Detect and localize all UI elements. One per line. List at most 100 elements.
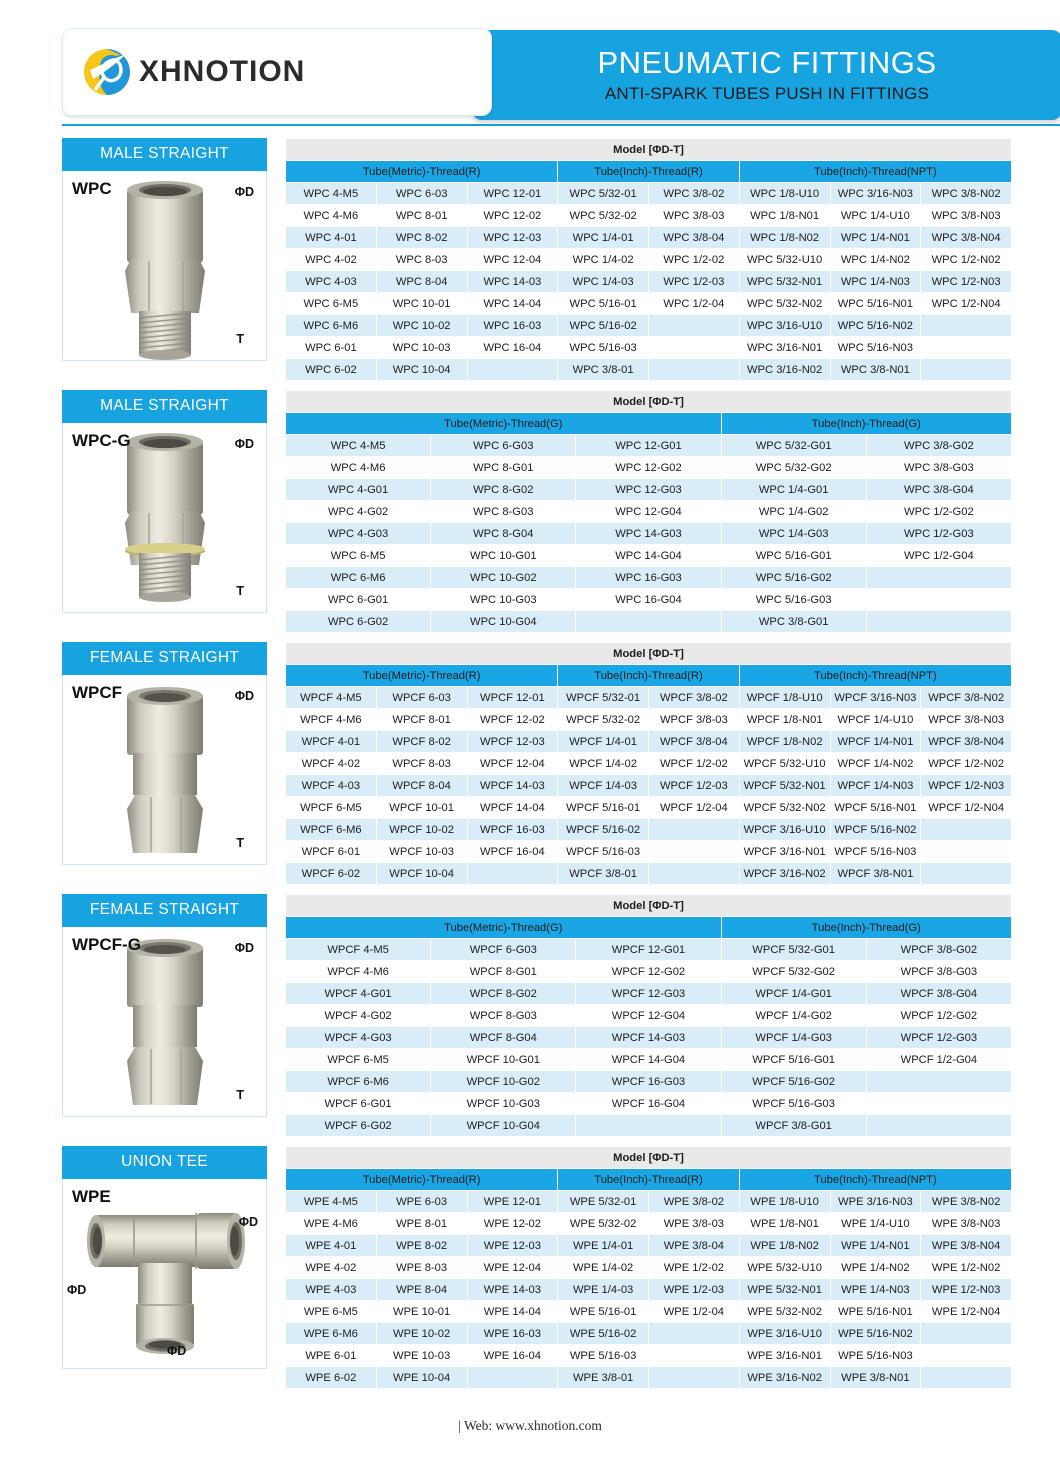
model-cell (865, 610, 1013, 633)
table-row: WPCF 4-G03 WPCF 8-G04 WPCF 14-G03 WPCF 1/4-… (284, 1026, 1013, 1049)
model-cell: WPCF 1/4-N01 (829, 730, 922, 753)
model-cell: WPE 3/8-N02 (920, 1190, 1012, 1213)
model-cell: WPCF 3/8-01 (557, 862, 649, 885)
model-cell: WPCF 1/4-G01 (720, 982, 867, 1005)
table-row: WPE 4-M6 WPE 8-01 WPE 12-02 WPE 5/32-02 WPE … (285, 1212, 1012, 1235)
column-group-header: Tube(Inch)-Thread(R) (557, 1168, 740, 1191)
model-cell: WPCF 3/8-02 (648, 686, 740, 709)
model-cell: WPE 5/16-N02 (829, 1322, 922, 1345)
model-cell: WPCF 1/4-01 (557, 730, 649, 753)
model-cell: WPC 5/16-G03 (720, 588, 867, 611)
model-cell: WPCF 1/4-G03 (720, 1026, 867, 1049)
table-row: WPCF 4-G01 WPCF 8-G02 WPCF 12-G03 WPCF 1/4-… (284, 982, 1013, 1005)
product-card-body: WPE ΦD ΦD ΦD (62, 1179, 267, 1369)
product-card-body: WPC-G ΦD T (62, 423, 267, 613)
table-header-row: Model [ΦD-T] (285, 642, 1012, 665)
model-cell: WPCF 3/8-G01 (720, 1114, 867, 1137)
model-cell: WPE 16-03 (466, 1322, 559, 1345)
model-cell: WPC 10-G02 (430, 566, 577, 589)
model-cell (648, 1344, 740, 1367)
model-cell: WPC 1/4-02 (557, 248, 649, 271)
table-row: WPCF 4-G02 WPCF 8-G03 WPCF 12-G04 WPCF 1/4-… (284, 1004, 1013, 1027)
model-cell: WPC 12-04 (466, 248, 559, 271)
model-cell (575, 610, 722, 633)
model-cell: WPC 5/32-01 (557, 182, 649, 205)
model-cell: WPE 5/16-01 (557, 1300, 649, 1323)
model-cell: WPCF 8-02 (375, 730, 468, 753)
model-cell: WPC 3/16-N01 (738, 336, 831, 359)
model-cell: WPE 3/8-02 (648, 1190, 740, 1213)
model-cell: WPC 1/4-G02 (720, 500, 867, 523)
brand-logo: XHNOTION (62, 28, 492, 116)
table-row: WPC 4-01 WPC 8-02 WPC 12-03 WPC 1/4-01 WPC 3… (285, 226, 1012, 249)
model-cell: WPC 10-G03 (430, 588, 577, 611)
table-row: WPC 6-G02 WPC 10-G04 WPC 3/8-G01 (284, 610, 1013, 633)
dimension-label: T (236, 836, 244, 850)
model-cell: WPC 12-01 (466, 182, 559, 205)
spec-table: Model [ΦD-T] Tube(Metric)-Thread(R) Tube(I… (284, 138, 1013, 381)
column-group-header: Tube(Inch)-Thread(NPT) (738, 1168, 1013, 1191)
dimension-label: ΦD (167, 1344, 187, 1358)
model-cell: WPCF 16-G04 (575, 1092, 722, 1115)
model-cell: WPC 1/4-N03 (829, 270, 922, 293)
model-cell: WPC 5/16-02 (557, 314, 649, 337)
model-cell: WPCF 8-04 (375, 774, 468, 797)
model-cell (865, 1092, 1013, 1115)
model-cell: WPE 3/8-N04 (920, 1234, 1012, 1257)
model-cell: WPCF 6-03 (375, 686, 468, 709)
model-cell: WPE 1/4-02 (557, 1256, 649, 1279)
model-cell: WPC 6-G01 (284, 588, 432, 611)
model-cell: WPC 8-G01 (430, 456, 577, 479)
spec-table-wrapper: Model [ΦD-T] Tube(Metric)-Thread(R) Tube(I… (284, 642, 1013, 885)
spec-table-wrapper: Model [ΦD-T] Tube(Metric)-Thread(G) Tube(I… (284, 390, 1013, 633)
model-cell: WPCF 1/8-N01 (738, 708, 831, 731)
model-cell: WPCF 10-G03 (430, 1092, 577, 1115)
table-row: WPC 4-M6 WPC 8-01 WPC 12-02 WPC 5/32-02 WPC … (285, 204, 1012, 227)
table-row: WPCF 4-03 WPCF 8-04 WPCF 14-03 WPCF 1/4-03 W… (285, 774, 1012, 797)
model-cell: WPC 5/16-N02 (829, 314, 922, 337)
model-cell: WPC 3/16-U10 (738, 314, 831, 337)
model-cell: WPCF 8-G04 (430, 1026, 577, 1049)
model-cell: WPC 12-02 (466, 204, 559, 227)
model-cell: WPC 12-G04 (575, 500, 722, 523)
model-cell: WPE 8-01 (375, 1212, 468, 1235)
table-row: WPCF 6-M6 WPCF 10-G02 WPCF 16-G03 WPCF 5/16… (284, 1070, 1013, 1093)
table-row: WPCF 4-02 WPCF 8-03 WPCF 12-04 WPCF 1/4-02 W… (285, 752, 1012, 775)
dimension-label: ΦD (234, 185, 254, 199)
model-cell: WPC 4-M5 (285, 182, 377, 205)
model-cell: WPCF 10-G04 (430, 1114, 577, 1137)
model-header: Model [ΦD-T] (285, 894, 1012, 917)
model-cell: WPCF 10-04 (375, 862, 468, 885)
model-cell: WPE 3/8-N01 (829, 1366, 922, 1389)
model-header: Model [ΦD-T] (285, 1146, 1012, 1169)
table-group-header-row: Tube(Metric)-Thread(R) Tube(Inch)-Thread(… (284, 664, 1013, 687)
product-card: UNION TEE WPE ΦD ΦD ΦD (62, 1146, 267, 1369)
column-group-header: Tube(Metric)-Thread(R) (284, 1168, 559, 1191)
table-row: WPE 6-M5 WPE 10-01 WPE 14-04 WPE 5/16-01 WPE… (285, 1300, 1012, 1323)
model-cell: WPC 8-G03 (430, 500, 577, 523)
model-cell: WPC 8-03 (375, 248, 468, 271)
model-cell: WPCF 4-02 (285, 752, 377, 775)
model-cell: WPCF 3/8-G02 (865, 938, 1013, 961)
product-card: FEMALE STRAIGHT WPCF-G ΦD T (62, 894, 267, 1117)
model-cell: WPC 6-03 (375, 182, 468, 205)
model-cell: WPC 8-04 (375, 270, 468, 293)
column-group-header: Tube(Inch)-Thread(NPT) (738, 664, 1013, 687)
table-row: WPCF 6-M6 WPCF 10-02 WPCF 16-03 WPCF 5/16-0… (285, 818, 1012, 841)
model-cell: WPCF 3/8-03 (648, 708, 740, 731)
model-cell: WPCF 5/32-G01 (720, 938, 867, 961)
column-group-header: Tube(Inch)-Thread(G) (720, 412, 1013, 435)
union-tee-fitting-image (63, 1179, 266, 1368)
model-cell: WPCF 6-G02 (284, 1114, 432, 1137)
model-cell (648, 840, 740, 863)
model-header: Model [ΦD-T] (285, 390, 1012, 413)
model-cell: WPC 1/4-03 (557, 270, 649, 293)
table-row: WPC 4-M5 WPC 6-G03 WPC 12-G01 WPC 5/32-G01 W… (284, 434, 1013, 457)
model-cell: WPC 12-03 (466, 226, 559, 249)
spec-table-wrapper: Model [ΦD-T] Tube(Metric)-Thread(R) Tube(I… (284, 1146, 1013, 1389)
table-group-header-row: Tube(Metric)-Thread(R) Tube(Inch)-Thread(… (284, 160, 1013, 183)
model-cell: WPE 5/32-01 (557, 1190, 649, 1213)
model-header: Model [ΦD-T] (285, 642, 1012, 665)
product-code-label: WPE (72, 1187, 111, 1206)
model-cell: WPC 16-G04 (575, 588, 722, 611)
